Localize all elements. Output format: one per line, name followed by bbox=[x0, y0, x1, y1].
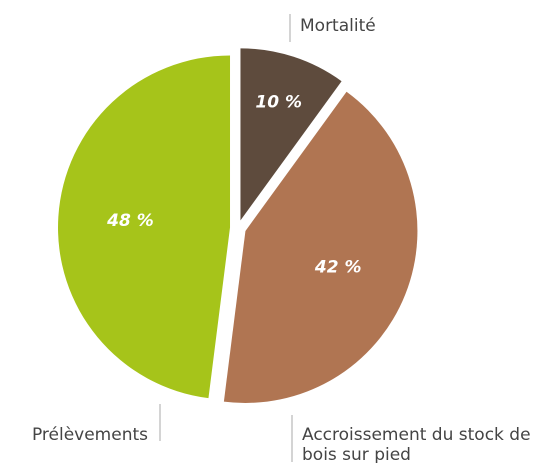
value-label: 10 % bbox=[255, 93, 302, 113]
category-label: Mortalité bbox=[300, 16, 376, 36]
pie-slice bbox=[240, 48, 342, 221]
pie-slice bbox=[223, 91, 418, 403]
value-label: 42 % bbox=[314, 258, 362, 278]
pie-slice bbox=[58, 55, 231, 399]
category-label: Prélèvements bbox=[31, 425, 148, 445]
value-label: 48 % bbox=[106, 211, 154, 231]
category-label: Accroissement du stock de bois sur pied bbox=[302, 425, 531, 463]
